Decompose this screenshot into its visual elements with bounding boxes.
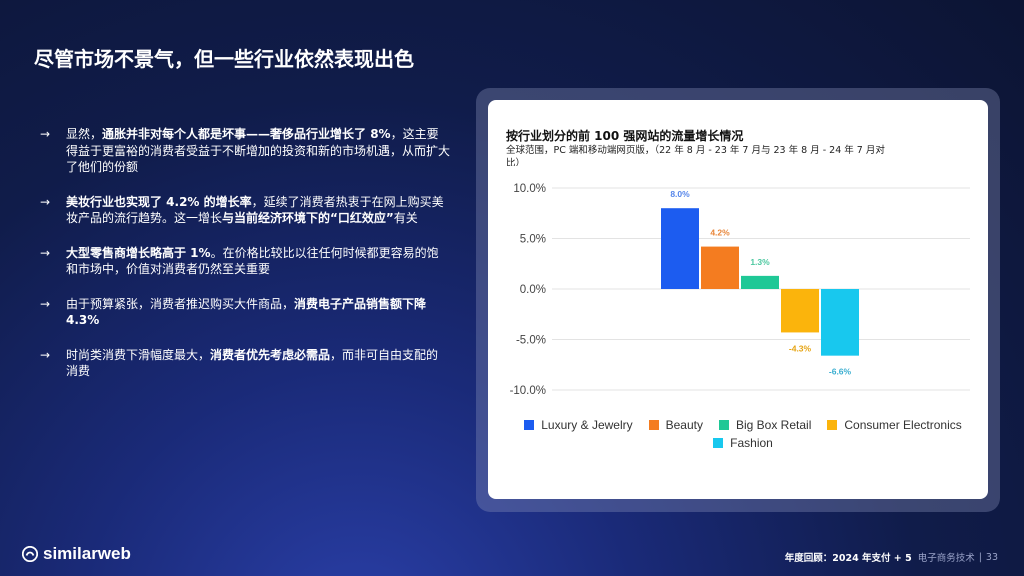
footer-doc-title: 年度回顾：2024 年支付 + 5 bbox=[784, 553, 912, 564]
bullet-list: → 显然，通胀并非对每个人都是坏事——奢侈品行业增长了 8%，这主要得益于更富裕的… bbox=[40, 126, 450, 398]
chart-legend: Luxury & Jewelry Beauty Big Box Retail Cons… bbox=[508, 418, 978, 450]
chart-subtitle: 全球范围，PC 端和移动端网页版，（22 年 8 月 - 23 年 7 月与 2… bbox=[506, 145, 885, 166]
legend-swatch bbox=[827, 420, 838, 430]
legend-label: Consumer Electronics bbox=[844, 418, 962, 432]
bar bbox=[701, 246, 739, 289]
bullet-text-bold: 美妆行业也实现了 4.2% 的增长率 bbox=[66, 194, 252, 209]
bar bbox=[661, 208, 699, 289]
bullet-text-regular: ，延续了消费者热衷于在网上购买美妆产品的流行趋势。这一增长 bbox=[66, 194, 444, 226]
legend-swatch bbox=[718, 420, 729, 430]
bullet-text: 大型零售商增长略高于 1%。在价格比较比以往任何时候都更容易的饱和市场中，价值对… bbox=[66, 245, 450, 278]
bullet-item: → 时尚类消费下滑幅度最大，消费者优先考虑必需品，而非可自由支配的消费 bbox=[40, 347, 450, 380]
legend-label: Big Box Retail bbox=[735, 418, 812, 432]
y-tick-label: -10.0% bbox=[510, 385, 546, 397]
bullet-text-bold: 与当前经济环境下的“口红效应” bbox=[222, 211, 394, 225]
legend-label: Fashion bbox=[730, 436, 773, 450]
data-label: 4.2% bbox=[710, 228, 730, 238]
bullet-text: 时尚类消费下滑幅度最大，消费者优先考虑必需品，而非可自由支配的消费 bbox=[66, 347, 450, 380]
arrow-icon: → bbox=[40, 347, 51, 362]
bullet-text-regular: 显然， bbox=[66, 127, 103, 141]
bar bbox=[821, 289, 859, 356]
bullet-text-regular: ，这主要得益于更富裕的消费者受益于不断增加的投资和新的市场机遇，从而扩大了他们的… bbox=[66, 127, 451, 174]
y-tick-label: 5.0% bbox=[520, 234, 546, 246]
bullet-item: → 大型零售商增长略高于 1%。在价格比较比以往任何时候都更容易的饱和市场中，价值… bbox=[40, 245, 450, 278]
legend-label: Beauty bbox=[665, 418, 703, 432]
footer-meta: 年度回顾：2024 年支付 + 5 电子商务技术 | 33 bbox=[784, 550, 998, 565]
legend-swatch bbox=[524, 420, 535, 430]
bar bbox=[741, 275, 779, 289]
legend-item: Fashion bbox=[713, 436, 773, 450]
bullet-text-regular: 由于预算紧张，消费者推迟购买大件商品， bbox=[66, 296, 295, 311]
arrow-icon: → bbox=[40, 296, 51, 311]
y-tick-label: 0.0% bbox=[520, 284, 546, 296]
footer-separator: | bbox=[978, 551, 982, 563]
brand-logo: similarweb bbox=[22, 544, 131, 564]
data-label: 1.3% bbox=[750, 257, 770, 267]
legend-item: Beauty bbox=[648, 418, 703, 432]
bullet-text-bold: 消费电子产品销售额下降 4.3% bbox=[66, 296, 427, 328]
legend-swatch bbox=[648, 420, 659, 430]
bullet-text-bold: 通胀并非对每个人都是坏事——奢侈品行业增长了 8% bbox=[102, 127, 391, 141]
bar bbox=[781, 289, 819, 333]
legend-swatch bbox=[713, 438, 724, 448]
bullet-item: → 美妆行业也实现了 4.2% 的增长率，延续了消费者热衷于在网上购买美妆产品的流… bbox=[40, 194, 450, 227]
bar-chart: 10.0% 5.0% 0.0% -5.0% -10.0% 8.0% 4.2% 1.3% -4.3… bbox=[510, 183, 970, 397]
bullet-text-regular: 有关 bbox=[393, 211, 418, 225]
y-tick-label: -5.0% bbox=[516, 335, 546, 347]
legend-item: Consumer Electronics bbox=[827, 418, 962, 432]
arrow-icon: → bbox=[40, 194, 51, 209]
legend-item: Big Box Retail bbox=[718, 418, 812, 432]
bullet-text-bold: 大型零售商增长略高于 1% bbox=[66, 245, 211, 260]
data-label: 8.0% bbox=[670, 189, 690, 199]
data-label: -4.3% bbox=[789, 343, 812, 353]
y-tick-label: 10.0% bbox=[513, 183, 546, 195]
bullet-text-bold: 消费者优先考虑必需品 bbox=[210, 347, 331, 362]
footer-section: 电子商务技术 bbox=[917, 553, 975, 564]
chart-title: 按行业划分的前 100 强网站的流量增长情况 bbox=[506, 129, 744, 143]
bullet-item: → 显然，通胀并非对每个人都是坏事——奢侈品行业增长了 8%，这主要得益于更富裕的… bbox=[40, 126, 450, 176]
bullet-text-regular: 。在价格比较比以往任何时候都更容易的饱和市场中，价值对消费者仍然至关重要 bbox=[66, 245, 439, 277]
bullet-item: → 由于预算紧张，消费者推迟购买大件商品，消费电子产品销售额下降 4.3% bbox=[40, 296, 450, 329]
bullet-text: 美妆行业也实现了 4.2% 的增长率，延续了消费者热衷于在网上购买美妆产品的流行… bbox=[66, 194, 450, 227]
bullet-text-regular: ，而非可自由支配的消费 bbox=[66, 347, 439, 379]
bullet-text-regular: 时尚类消费下滑幅度最大， bbox=[66, 347, 211, 362]
chart-card: 按行业划分的前 100 强网站的流量增长情况 全球范围，PC 端和移动端网页版，… bbox=[488, 100, 988, 499]
arrow-icon: → bbox=[40, 245, 51, 260]
similarweb-logo-icon bbox=[22, 546, 38, 562]
slide-title: 尽管市场不景气，但一些行业依然表现出色 bbox=[34, 47, 414, 71]
legend-label: Luxury & Jewelry bbox=[541, 418, 633, 432]
data-label: -6.6% bbox=[829, 367, 852, 377]
brand-name: similarweb bbox=[43, 544, 131, 563]
legend-item: Luxury & Jewelry bbox=[524, 418, 633, 432]
bullet-text: 显然，通胀并非对每个人都是坏事——奢侈品行业增长了 8%，这主要得益于更富裕的消… bbox=[66, 126, 450, 176]
bullet-text: 由于预算紧张，消费者推迟购买大件商品，消费电子产品销售额下降 4.3% bbox=[66, 296, 450, 329]
arrow-icon: → bbox=[40, 127, 51, 141]
page-number: 33 bbox=[985, 551, 998, 563]
